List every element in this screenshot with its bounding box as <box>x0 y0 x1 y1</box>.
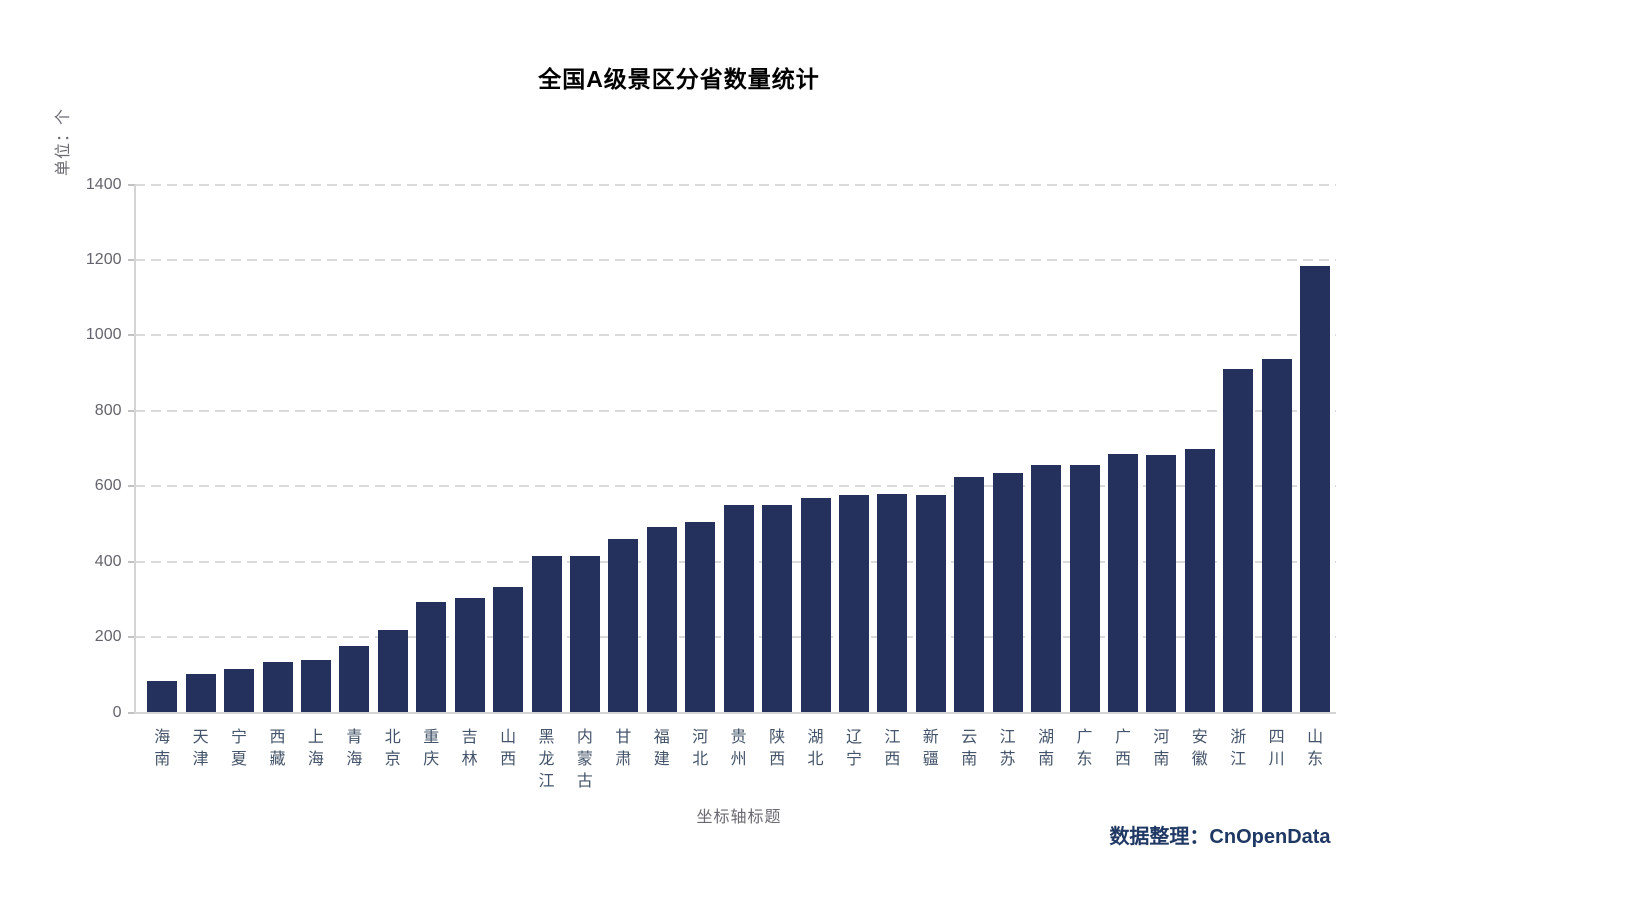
bar-上海 <box>300 660 331 713</box>
bar-辽宁 <box>838 495 869 713</box>
x-axis-category-label: 青海 <box>346 728 363 768</box>
y-axis-tick-label: 1200 <box>85 250 122 268</box>
x-axis-category-label: 新疆 <box>922 728 939 768</box>
gridline <box>134 409 1336 412</box>
source-note: 数据整理：CnOpenData <box>1109 826 1331 848</box>
gridline <box>134 485 1336 488</box>
bar-贵州 <box>723 505 754 713</box>
x-axis-category-label: 江苏 <box>999 728 1016 768</box>
x-axis-category-label: 江西 <box>884 728 901 768</box>
x-axis-category-label: 西藏 <box>269 728 286 768</box>
x-axis-category-label: 福建 <box>653 728 670 768</box>
bar-山西 <box>493 587 524 713</box>
x-axis-category-label: 辽宁 <box>845 728 862 768</box>
x-axis-category-label: 云南 <box>961 728 978 768</box>
bar-新疆 <box>915 494 946 713</box>
bar-宁夏 <box>224 669 255 713</box>
x-axis-category-label: 贵州 <box>730 728 747 768</box>
bar-四川 <box>1261 359 1292 713</box>
bar-广西 <box>1107 454 1138 713</box>
bar-青海 <box>339 646 370 713</box>
x-axis-category-label: 吉林 <box>461 728 478 768</box>
bar-河北 <box>685 522 716 713</box>
y-axis-tickmark <box>127 485 135 488</box>
gridline <box>134 334 1336 337</box>
bar-天津 <box>185 674 216 713</box>
bar-山东 <box>1300 265 1331 713</box>
x-axis-category-label: 广东 <box>1076 728 1093 768</box>
x-axis-category-label: 山西 <box>500 728 517 768</box>
y-axis-tickmark <box>127 560 135 563</box>
y-axis-line <box>133 184 136 713</box>
x-axis-category-label: 山东 <box>1307 728 1324 768</box>
bar-福建 <box>646 526 677 713</box>
y-axis-tick-label: 0 <box>112 703 122 721</box>
y-axis-tick-label: 1400 <box>85 175 122 193</box>
bar-重庆 <box>416 602 447 713</box>
bar-安徽 <box>1184 449 1215 713</box>
x-axis-title: 坐标轴标题 <box>696 809 782 826</box>
gridline <box>134 258 1336 261</box>
x-axis-category-label: 陕西 <box>769 728 786 768</box>
bar-湖北 <box>800 498 831 713</box>
x-axis-category-label: 宁夏 <box>231 728 248 768</box>
x-axis-line <box>133 711 1336 714</box>
x-axis-category-label: 湖南 <box>1038 728 1055 768</box>
bar-海南 <box>147 680 178 713</box>
y-axis-tick-label: 400 <box>94 552 122 570</box>
x-axis-category-label: 北京 <box>384 728 401 768</box>
bar-北京 <box>377 630 408 713</box>
x-axis-category-label: 安徽 <box>1191 728 1208 768</box>
x-axis-category-label: 河南 <box>1153 728 1170 768</box>
bar-河南 <box>1146 454 1177 713</box>
x-axis-category-label: 黑龙江 <box>538 728 555 790</box>
y-axis-tick-label: 800 <box>94 401 122 419</box>
gridline <box>134 183 1336 186</box>
y-axis-tickmark <box>127 334 135 337</box>
x-axis-category-label: 海南 <box>154 728 171 768</box>
y-axis-tickmark <box>127 258 135 261</box>
x-axis-category-label: 湖北 <box>807 728 824 768</box>
bar-西藏 <box>262 661 293 713</box>
bar-陕西 <box>762 504 793 713</box>
bar-湖南 <box>1031 465 1062 713</box>
chart-title: 全国A级景区分省数量统计 <box>538 66 820 92</box>
bar-云南 <box>954 477 985 713</box>
x-axis-category-label: 浙江 <box>1230 728 1247 768</box>
x-axis-category-label: 上海 <box>307 728 324 768</box>
x-axis-category-label: 内蒙古 <box>576 728 593 790</box>
y-axis-tickmark <box>127 711 135 714</box>
y-axis-tickmark <box>127 409 135 412</box>
bar-广东 <box>1069 464 1100 713</box>
y-axis-tick-label: 1000 <box>85 326 122 344</box>
x-axis-category-label: 天津 <box>192 728 209 768</box>
bar-内蒙古 <box>569 556 600 713</box>
x-axis-category-label: 重庆 <box>423 728 440 768</box>
bar-甘肃 <box>608 539 639 713</box>
bar-吉林 <box>454 598 485 713</box>
x-axis-category-label: 四川 <box>1268 728 1285 768</box>
x-axis-category-label: 河北 <box>692 728 709 768</box>
y-axis-tickmark <box>127 636 135 639</box>
y-axis-tick-label: 600 <box>94 477 122 495</box>
y-axis-tickmark <box>127 183 135 186</box>
y-axis-tick-label: 200 <box>94 628 122 646</box>
bar-浙江 <box>1223 369 1254 713</box>
x-axis-category-label: 甘肃 <box>615 728 632 768</box>
x-axis-category-label: 广西 <box>1114 728 1131 768</box>
bar-黑龙江 <box>531 556 562 713</box>
bar-江西 <box>877 494 908 713</box>
bar-江苏 <box>992 473 1023 713</box>
